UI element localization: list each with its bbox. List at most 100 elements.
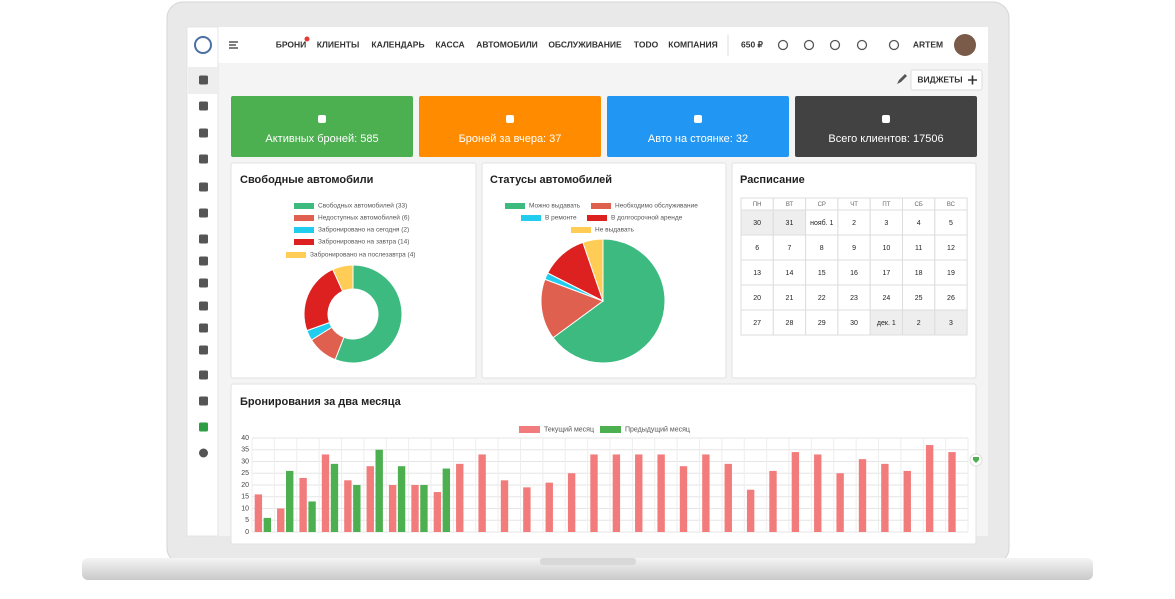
nav-item[interactable]: TODO (634, 39, 659, 49)
nav-item[interactable]: КОМПАНИЯ (668, 39, 718, 49)
calendar-cell[interactable] (934, 284, 968, 311)
calendar-date[interactable]: 28 (786, 320, 794, 327)
calendar-date[interactable]: 5 (949, 220, 953, 227)
top-icon[interactable] (829, 39, 841, 51)
legend-swatch[interactable] (294, 203, 314, 209)
edit-icon[interactable] (897, 74, 907, 84)
calendar-cell[interactable] (740, 259, 774, 286)
calendar-date[interactable]: 19 (947, 270, 955, 277)
calendar-date[interactable]: 18 (915, 270, 923, 277)
calendar-date[interactable]: 27 (753, 320, 761, 327)
legend-label[interactable]: Можно выдавать (529, 203, 581, 210)
legend-label[interactable]: Недоступных автомобилей (6) (318, 214, 410, 222)
calendar-date[interactable]: 30 (850, 320, 858, 327)
calendar-date[interactable]: 24 (882, 295, 890, 302)
nav-item[interactable]: АВТОМОБИЛИ (476, 39, 538, 49)
sidebar-icon[interactable] (199, 75, 208, 85)
calendar-cell[interactable] (934, 209, 968, 236)
menu-icon[interactable] (229, 41, 238, 49)
legend-swatch[interactable] (294, 215, 314, 221)
legend-label[interactable]: В ремонте (545, 215, 577, 222)
sidebar-icon[interactable] (199, 182, 208, 192)
user-name[interactable]: ARTEM (913, 39, 943, 49)
sidebar-icon[interactable] (199, 323, 208, 333)
legend-label[interactable]: Свободных автомобилей (33) (318, 202, 407, 210)
sidebar-icon[interactable] (199, 345, 208, 355)
calendar-cell[interactable] (740, 309, 774, 336)
calendar-date[interactable]: 6 (755, 245, 759, 252)
calendar-date[interactable]: 3 (884, 220, 888, 227)
calendar-date[interactable]: 23 (850, 295, 858, 302)
calendar-date[interactable]: 12 (947, 245, 955, 252)
calendar-cell[interactable] (805, 259, 839, 286)
calendar-cell[interactable] (772, 259, 807, 286)
sidebar-icon[interactable] (199, 154, 208, 164)
top-icon[interactable] (888, 39, 900, 51)
nav-item[interactable]: КАЛЕНДАРЬ (371, 39, 424, 49)
calendar-cell[interactable] (740, 234, 774, 261)
sidebar-icon[interactable] (199, 301, 208, 311)
legend-swatch[interactable] (591, 203, 611, 209)
sidebar-icon[interactable] (199, 234, 208, 244)
legend-swatch[interactable] (519, 426, 540, 433)
calendar-cell[interactable] (869, 309, 904, 336)
calendar-date[interactable]: 16 (850, 270, 858, 277)
calendar-date[interactable]: 26 (947, 295, 955, 302)
calendar-cell[interactable] (869, 234, 904, 261)
calendar-cell[interactable] (902, 309, 936, 336)
calendar-cell[interactable] (740, 284, 774, 311)
top-icon[interactable] (777, 39, 789, 51)
calendar-date[interactable]: 10 (882, 245, 890, 252)
calendar-cell[interactable] (902, 259, 936, 286)
sidebar-icon[interactable] (199, 396, 208, 406)
legend-swatch[interactable] (294, 239, 314, 245)
calendar-date[interactable]: 2 (852, 220, 856, 227)
calendar-date[interactable]: 2 (917, 320, 921, 327)
legend-swatch[interactable] (587, 215, 607, 221)
calendar-cell[interactable] (934, 259, 968, 286)
calendar-date[interactable]: 13 (753, 270, 761, 277)
legend-label[interactable]: Забронировано на послезавтра (4) (310, 251, 415, 259)
calendar-date[interactable]: 20 (753, 295, 761, 302)
sidebar-icon[interactable] (199, 208, 208, 218)
calendar-date[interactable]: 11 (915, 245, 922, 252)
legend-label[interactable]: Забронировано на завтра (14) (318, 238, 409, 246)
nav-item[interactable]: КЛИЕНТЫ (317, 39, 360, 49)
logo[interactable] (194, 36, 212, 54)
calendar-cell[interactable] (934, 234, 968, 261)
sidebar-icon[interactable] (199, 278, 208, 288)
top-icon[interactable] (803, 39, 815, 51)
legend-label[interactable]: Забронировано на сегодня (2) (318, 226, 409, 234)
sidebar-icon[interactable] (199, 448, 208, 458)
sidebar-icon[interactable] (199, 370, 208, 380)
calendar-cell[interactable] (805, 284, 839, 311)
calendar-date[interactable]: 17 (882, 270, 890, 277)
nav-item[interactable]: БРОНИ (276, 39, 307, 49)
avatar[interactable] (954, 34, 976, 56)
legend-label[interactable]: Предыдущий месяц (625, 425, 690, 433)
calendar-date[interactable]: 9 (852, 245, 856, 252)
calendar-date[interactable]: 21 (786, 295, 794, 302)
calendar-cell[interactable] (805, 309, 839, 336)
sidebar-icon[interactable] (199, 256, 208, 266)
calendar-date[interactable]: 8 (820, 245, 824, 252)
legend-label[interactable]: В долгосрочной аренде (611, 214, 683, 222)
calendar-cell[interactable] (837, 284, 871, 311)
calendar-date[interactable]: 25 (915, 295, 923, 302)
sidebar-icon[interactable] (199, 422, 208, 432)
calendar-date[interactable]: 29 (818, 320, 826, 327)
calendar-cell[interactable] (772, 209, 807, 236)
calendar-date[interactable]: 22 (818, 295, 826, 302)
calendar-date[interactable]: 3 (949, 320, 953, 327)
legend-swatch[interactable] (286, 252, 306, 258)
legend-swatch[interactable] (294, 227, 314, 233)
calendar-date[interactable]: 31 (786, 220, 794, 227)
calendar-cell[interactable] (934, 309, 968, 336)
calendar-date[interactable]: 15 (818, 270, 826, 277)
legend-swatch[interactable] (521, 215, 541, 221)
legend-label[interactable]: Необходимо обслуживание (615, 202, 698, 210)
legend-swatch[interactable] (571, 227, 591, 233)
nav-item[interactable]: КАССА (435, 39, 464, 49)
top-icon[interactable] (856, 39, 868, 51)
widgets-button[interactable] (910, 69, 983, 91)
